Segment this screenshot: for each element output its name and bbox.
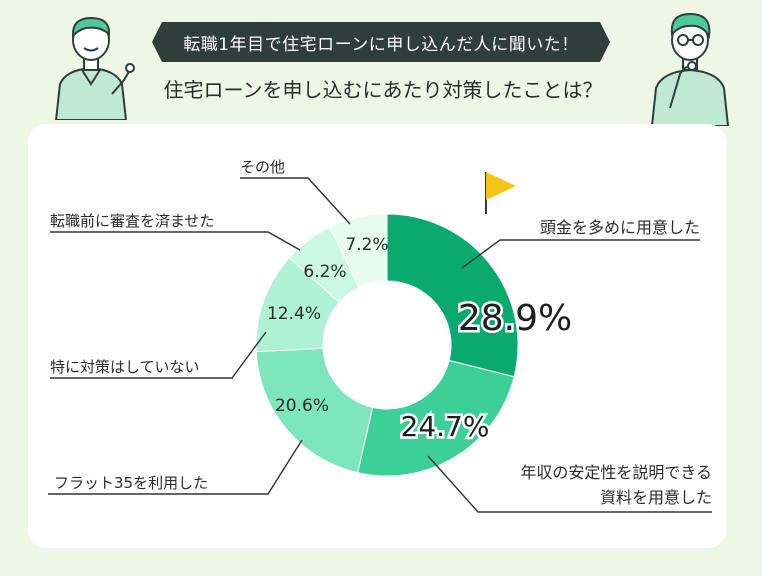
category-label-1-line1: 年収の安定性を説明できる [520, 463, 712, 482]
category-label-0: 頭金を多めに用意した [540, 218, 700, 237]
donut-slice-5 [329, 213, 388, 289]
leader-line-0 [461, 239, 700, 269]
question-subtitle: 住宅ローンを申し込むにあたり対策したことは？ [163, 78, 603, 102]
value-label-3: 12.4% [267, 304, 321, 324]
value-label-0: 28.9% [458, 298, 572, 339]
donut-slice-1 [357, 359, 515, 477]
category-label-3: 特に対策はしていない [50, 358, 200, 376]
category-label-4: 転職前に審査を済ませた [50, 212, 215, 230]
category-label-2: フラット35を利用した [54, 474, 208, 492]
banner-text: 転職1年目で住宅ローンに申し込んだ人に聞いた！ [183, 34, 579, 55]
leader-line-1 [427, 455, 712, 513]
title-banner: 転職1年目で住宅ローンに申し込んだ人に聞いた！ [152, 22, 610, 62]
donut-slice-2 [255, 347, 374, 474]
value-label-2: 20.6% [275, 396, 329, 416]
donut-slice-0 [386, 213, 519, 378]
flag-icon [485, 172, 516, 214]
chart-card [28, 124, 726, 548]
person-pointing-illustration [54, 16, 135, 120]
value-label-1: 24.7% [401, 410, 490, 443]
leader-line-3 [50, 331, 267, 379]
value-label-5: 7.2% [345, 235, 388, 255]
leader-line-5 [240, 177, 351, 225]
category-label-5: その他 [240, 158, 285, 176]
category-label-1-line2: 資料を用意した [600, 488, 712, 507]
value-label-4: 6.2% [303, 262, 346, 282]
leader-line-4 [50, 231, 301, 251]
person-thinking-illustration [650, 12, 730, 126]
leader-line-2 [48, 439, 303, 495]
